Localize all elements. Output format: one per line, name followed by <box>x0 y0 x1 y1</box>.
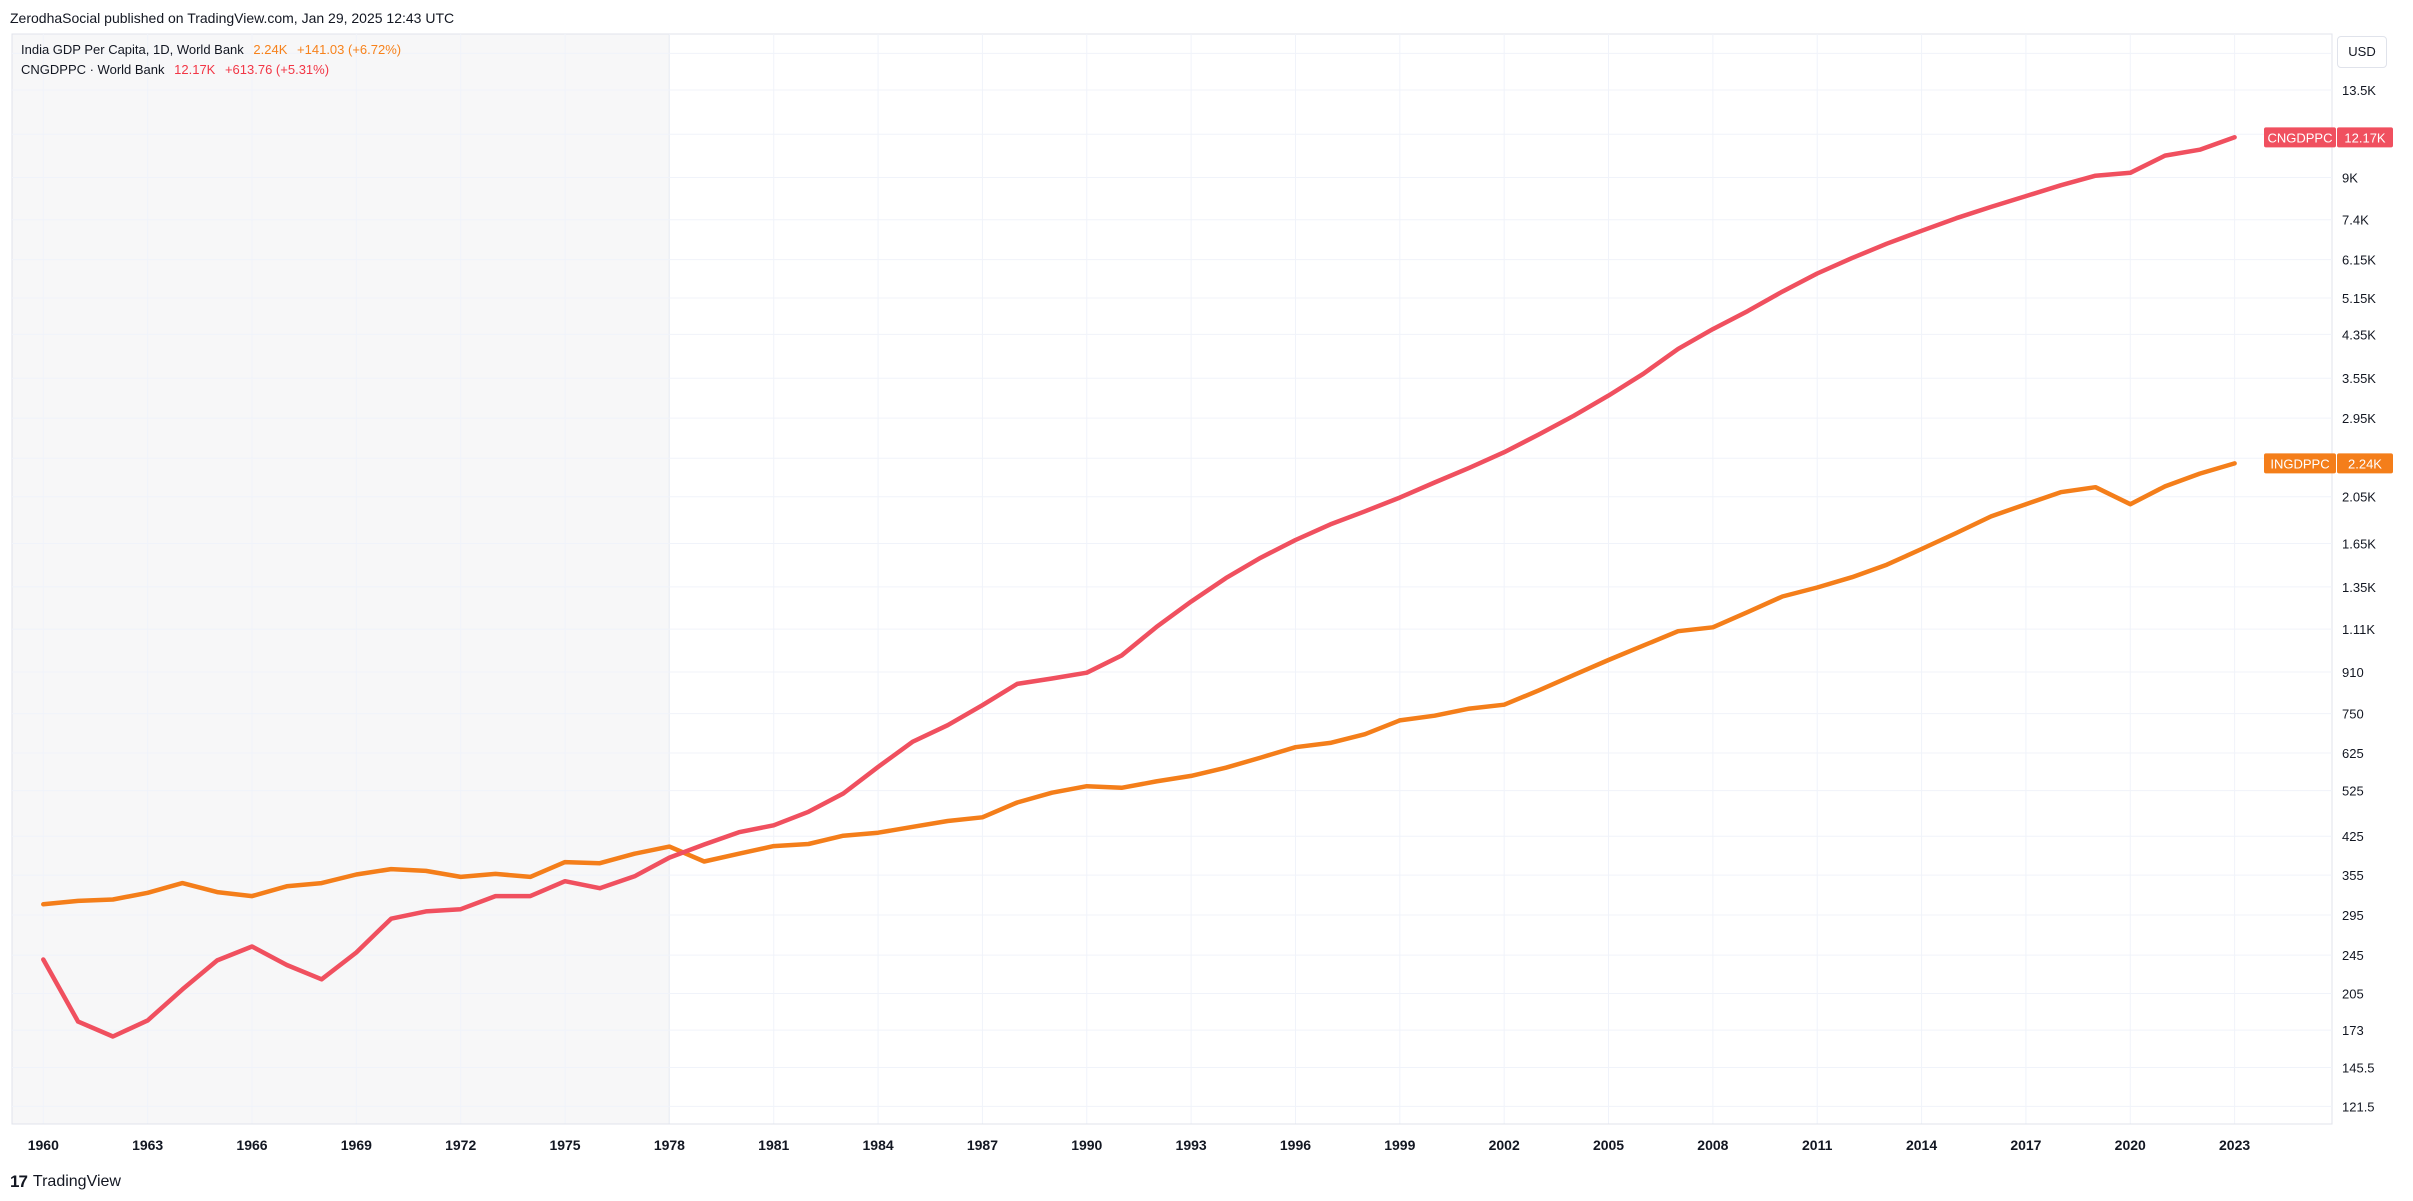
chart-axes: 16K13.5K11K9K7.4K6.15K5.15K4.35K3.55K2.9… <box>12 46 2376 1153</box>
end-value-box-cngdppc <box>2337 127 2393 148</box>
y-tick-label: 425 <box>2342 829 2364 844</box>
series-line-cngdppc <box>41 135 2237 1039</box>
end-value-text-ingdppc: 2.24K <box>2348 456 2382 471</box>
legend-china-label: CNGDPPC · World Bank <box>21 62 165 77</box>
y-tick-label: 3.55K <box>2342 371 2376 386</box>
legend-india-change: +141.03 (+6.72%) <box>297 42 402 57</box>
x-tick-label: 1981 <box>758 1137 789 1153</box>
end-label-box-cngdppc <box>2264 127 2336 148</box>
end-value-box-ingdppc <box>2337 453 2393 474</box>
tradingview-logo-icon: 17 <box>10 1172 28 1191</box>
y-tick-label: 625 <box>2342 746 2364 761</box>
y-tick-label: 13.5K <box>2342 83 2376 98</box>
y-tick-label: 2.95K <box>2342 411 2376 426</box>
series-line-ingdppc <box>41 461 2237 907</box>
y-tick-label: 295 <box>2342 908 2364 923</box>
x-tick-label: 1966 <box>236 1137 267 1153</box>
x-tick-label: 1993 <box>1176 1137 1207 1153</box>
y-tick-label: 7.4K <box>2342 213 2369 228</box>
x-tick-label: 1963 <box>132 1137 163 1153</box>
x-tick-label: 2005 <box>1593 1137 1624 1153</box>
x-tick-label: 1987 <box>967 1137 998 1153</box>
y-tick-label: 1.35K <box>2342 580 2376 595</box>
legend-india-value: 2.24K <box>253 42 288 57</box>
legend-india-label: India GDP Per Capita, 1D, World Bank <box>21 42 244 57</box>
end-label-name-ingdppc: INGDPPC <box>2270 456 2329 471</box>
x-tick-label: 1972 <box>445 1137 476 1153</box>
x-tick-label: 1969 <box>341 1137 372 1153</box>
x-tick-label: 2011 <box>1802 1137 1833 1153</box>
y-tick-label: 121.5 <box>2342 1099 2375 1114</box>
shaded-rect <box>11 33 670 1125</box>
y-tick-label: 2.05K <box>2342 490 2376 505</box>
series-lines <box>41 135 2237 1039</box>
x-tick-label: 2023 <box>2219 1137 2250 1153</box>
legend-china-change: +613.76 (+5.31%) <box>224 62 330 77</box>
y-tick-label: 6.15K <box>2342 253 2376 268</box>
y-tick-label: 5.15K <box>2342 291 2376 306</box>
tradingview-brand: TradingView <box>32 1173 121 1190</box>
y-tick-label: 173 <box>2342 1023 2364 1038</box>
y-tick-label: 145.5 <box>2342 1061 2375 1076</box>
chart-grid <box>11 33 2333 1125</box>
x-tick-label: 1996 <box>1280 1137 1311 1153</box>
shaded-history-region <box>11 33 670 1125</box>
y-tick-label: 4.35K <box>2342 327 2376 342</box>
y-tick-label: 1.11K <box>2342 622 2375 637</box>
y-tick-label: 355 <box>2342 868 2364 883</box>
chart-legend: India GDP Per Capita, 1D, World Bank 2.2… <box>21 40 407 80</box>
x-tick-label: 2008 <box>1697 1137 1728 1153</box>
x-tick-label: 1960 <box>28 1137 59 1153</box>
series-end-labels: INGDPPC 2.24K CNGDPPC 12.17K <box>2264 127 2393 474</box>
end-label-box-ingdppc <box>2264 453 2336 474</box>
legend-china-value: 12.17K <box>174 62 216 77</box>
x-tick-label: 1990 <box>1071 1137 1102 1153</box>
end-label-name-cngdppc: CNGDPPC <box>2267 130 2332 145</box>
x-tick-label: 1999 <box>1384 1137 1415 1153</box>
y-tick-label: 245 <box>2342 948 2364 963</box>
legend-india[interactable]: India GDP Per Capita, 1D, World Bank 2.2… <box>21 40 407 60</box>
y-tick-label: 1.65K <box>2342 537 2376 552</box>
x-tick-label: 1984 <box>863 1137 894 1153</box>
x-tick-label: 2020 <box>2115 1137 2146 1153</box>
x-tick-label: 1975 <box>549 1137 580 1153</box>
y-tick-label: 750 <box>2342 707 2364 722</box>
y-tick-label: 910 <box>2342 665 2364 680</box>
x-tick-label: 2017 <box>2010 1137 2041 1153</box>
legend-china[interactable]: CNGDPPC · World Bank 12.17K +613.76 (+5.… <box>21 60 407 80</box>
x-tick-label: 2002 <box>1489 1137 1520 1153</box>
publisher-header: ZerodhaSocial published on TradingView.c… <box>10 10 455 26</box>
x-tick-label: 2014 <box>1906 1137 1937 1153</box>
y-tick-label: 525 <box>2342 784 2364 799</box>
end-value-text-cngdppc: 12.17K <box>2344 130 2386 145</box>
y-tick-label: 205 <box>2342 987 2364 1002</box>
y-tick-label: 9K <box>2342 170 2358 185</box>
x-tick-label: 1978 <box>654 1137 685 1153</box>
tradingview-footer[interactable]: 17 TradingView <box>10 1172 121 1192</box>
currency-button[interactable]: USD <box>2337 36 2387 68</box>
